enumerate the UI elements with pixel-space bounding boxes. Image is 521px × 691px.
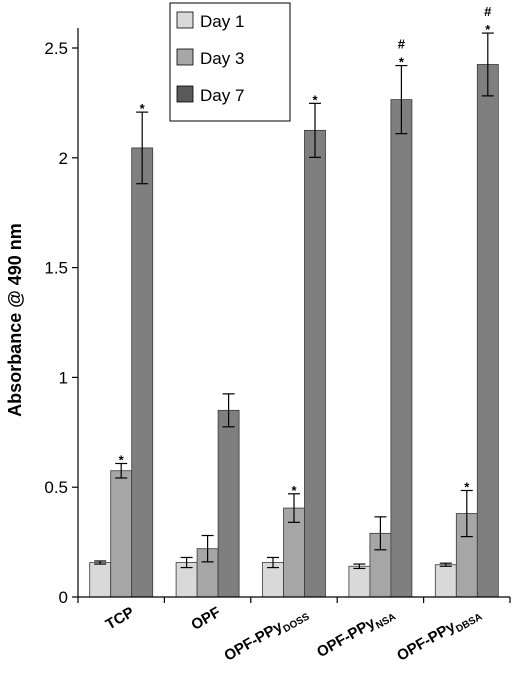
hash-label: # (484, 4, 492, 19)
y-axis-title: Absorbance @ 490 nm (5, 223, 25, 417)
category-main-text: OPF-PPy (394, 618, 459, 665)
asterisk-label: * (485, 22, 491, 37)
category-main-text: OPF-PPy (314, 614, 379, 661)
legend-label: Day 1 (200, 12, 244, 31)
y-tick-label: 0 (59, 588, 68, 607)
x-category-label: OPF-PPyDOSS (221, 604, 311, 668)
legend: Day 1 Day 3 Day 7 (169, 2, 291, 122)
category-subscript-text: DBSA (454, 612, 484, 636)
category-subscript-text: NSA (374, 612, 398, 632)
y-tick-label: 1.5 (44, 259, 68, 278)
legend-label: Day 7 (200, 86, 244, 105)
asterisk-label: * (119, 452, 125, 467)
y-tick-label: 0.5 (44, 478, 68, 497)
category-main-text: TCP (103, 604, 137, 634)
x-category-label: OPF-PPyDBSA (394, 604, 484, 668)
asterisk-label: * (399, 55, 405, 70)
bar-day-7 (131, 147, 154, 598)
legend-swatch (176, 85, 194, 103)
legend-label: Day 3 (200, 49, 244, 68)
bar-day-1 (89, 562, 112, 598)
bar-day-3 (110, 470, 133, 598)
legend-swatch (176, 11, 194, 29)
y-axis: 0 0.5 1 1.5 2 2.5 (44, 28, 79, 607)
asterisk-label: * (312, 92, 318, 107)
x-category-label: OPF (188, 604, 223, 634)
asterisk-label: * (464, 479, 470, 494)
bar-day-1 (348, 565, 371, 598)
category-main-text: OPF-PPy (221, 618, 286, 665)
legend-swatch (176, 48, 194, 66)
bar-day-7 (217, 409, 240, 598)
bar-day-7 (476, 64, 499, 598)
category-main-text: OPF (188, 604, 223, 634)
x-category-label: TCP (103, 604, 137, 634)
bars: * * * * # * * # * (89, 4, 499, 598)
bar-day-7 (304, 129, 326, 598)
y-tick-label: 2 (59, 149, 68, 168)
x-category-label: OPF-PPyNSA (314, 604, 398, 664)
asterisk-label: * (140, 101, 146, 116)
bar-day-7 (390, 99, 413, 598)
asterisk-label: * (291, 483, 297, 498)
hash-label: # (398, 37, 406, 52)
y-tick-label: 1 (59, 368, 68, 387)
bar-day-1 (434, 564, 457, 598)
y-tick-label: 2.5 (44, 39, 68, 58)
category-subscript-text: DOSS (281, 611, 311, 635)
